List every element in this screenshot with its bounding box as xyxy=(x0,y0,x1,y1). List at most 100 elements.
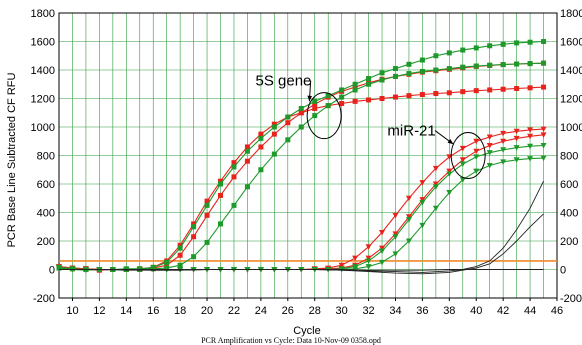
series-point xyxy=(231,174,237,180)
series-point xyxy=(352,81,358,87)
series-point xyxy=(392,231,399,237)
series-point xyxy=(406,61,412,67)
series-point xyxy=(204,239,210,245)
series-point xyxy=(298,105,304,111)
series-point xyxy=(500,138,507,145)
series-point xyxy=(433,67,439,73)
series-point xyxy=(541,84,547,90)
series-point xyxy=(244,184,250,190)
series-point xyxy=(486,143,493,149)
x-tick-label: 16 xyxy=(147,305,159,317)
annotation-layer: 5S gene miR-21 xyxy=(256,73,486,179)
series-point xyxy=(406,71,412,77)
x-tick-label: 42 xyxy=(497,305,509,317)
series-point xyxy=(487,62,493,68)
series-point xyxy=(527,39,533,45)
series-point xyxy=(500,147,507,153)
series-point xyxy=(258,135,264,141)
annotation-label: 5S gene xyxy=(256,73,312,90)
y-tick-label-right: 1200 xyxy=(560,94,582,106)
annotation-circle xyxy=(450,132,486,179)
series-point xyxy=(365,258,372,264)
x-tick-label: 34 xyxy=(389,305,401,317)
series-point xyxy=(486,134,493,140)
y-tick-label-left: -200 xyxy=(33,293,55,305)
series-point xyxy=(298,110,304,116)
y-tick-label-right: 200 xyxy=(560,236,578,248)
series-point xyxy=(473,148,480,155)
series-point xyxy=(513,145,520,151)
series-point xyxy=(527,61,533,67)
series-point xyxy=(365,264,372,270)
y-tick-label-left: 800 xyxy=(37,151,55,163)
axes-layer: 10 12 14 16 18 20 22 24 26 28 30 32 34 36 38 40 42 44 46-2… xyxy=(31,8,582,317)
series-point xyxy=(513,157,520,163)
series-point xyxy=(446,50,452,56)
plot-border xyxy=(58,12,558,299)
series-point xyxy=(244,148,250,154)
series-line-10 xyxy=(59,213,544,275)
series-point xyxy=(379,248,386,254)
series-point xyxy=(204,212,210,218)
series-point xyxy=(432,165,439,172)
series-point xyxy=(191,254,197,260)
series-point xyxy=(541,39,547,44)
series-point xyxy=(271,151,277,157)
series-point xyxy=(218,192,224,198)
series-point xyxy=(500,159,507,165)
x-tick-label: 10 xyxy=(66,305,78,317)
y-tick-label-left: 600 xyxy=(37,179,55,191)
series-point xyxy=(365,255,372,262)
y-tick-label-right: 400 xyxy=(560,208,578,220)
y-tick-label-right: 600 xyxy=(560,179,578,191)
series-point xyxy=(527,85,533,91)
series-point xyxy=(500,130,507,137)
series-point xyxy=(392,234,399,240)
series-point xyxy=(540,126,547,133)
series-point xyxy=(164,259,170,265)
series-point xyxy=(446,66,452,72)
series-point xyxy=(352,87,358,93)
series-point xyxy=(365,244,372,250)
series-point xyxy=(379,259,386,266)
y-tick-label-left: 1000 xyxy=(31,122,55,134)
series-point xyxy=(218,178,224,184)
series-point xyxy=(527,133,534,140)
series-point xyxy=(459,157,466,163)
y-tick-label-right: 0 xyxy=(560,265,566,277)
series-point xyxy=(379,70,385,76)
y-tick-label-left: 200 xyxy=(37,236,55,248)
series-point xyxy=(527,127,534,133)
y-tick-label-left: 1800 xyxy=(31,8,55,20)
series-point xyxy=(446,168,453,175)
series-point xyxy=(352,255,359,262)
x-tick-label: 44 xyxy=(524,305,536,317)
x-tick-label: 36 xyxy=(416,305,428,317)
series-point xyxy=(419,57,425,63)
series-point xyxy=(177,245,183,251)
series-point xyxy=(514,86,520,92)
series-point xyxy=(513,128,520,135)
series-point xyxy=(244,144,250,150)
series-point xyxy=(487,43,493,49)
series-point xyxy=(392,251,399,257)
x-tick-label: 28 xyxy=(309,305,321,317)
series-point xyxy=(312,101,318,107)
x-tick-label: 24 xyxy=(255,305,267,317)
series-layer xyxy=(56,39,557,275)
series-point xyxy=(352,84,358,90)
annotation-arrowhead xyxy=(447,138,454,145)
series-point xyxy=(379,229,386,236)
series-point xyxy=(487,87,493,93)
series-point xyxy=(473,88,479,94)
series-point xyxy=(432,205,439,212)
y-tick-label-right: 1600 xyxy=(560,37,582,49)
series-point xyxy=(366,81,372,87)
series-point xyxy=(325,93,331,99)
series-point xyxy=(514,40,520,46)
y-tick-label-right: 800 xyxy=(560,151,578,163)
series-point xyxy=(352,266,359,272)
series-point xyxy=(218,181,224,187)
series-point xyxy=(312,98,318,104)
series-point xyxy=(366,97,372,103)
